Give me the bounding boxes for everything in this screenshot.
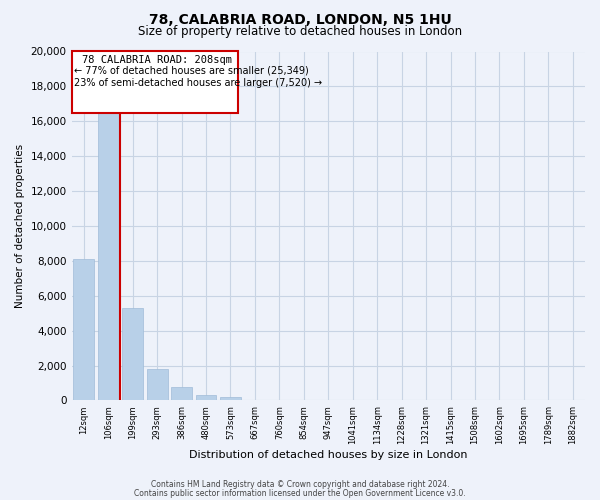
Bar <box>98 112 119 401</box>
Text: Size of property relative to detached houses in London: Size of property relative to detached ho… <box>138 25 462 38</box>
Text: 78 CALABRIA ROAD: 208sqm: 78 CALABRIA ROAD: 208sqm <box>82 55 232 65</box>
Bar <box>220 397 241 400</box>
Bar <box>122 308 143 400</box>
Text: 23% of semi-detached houses are larger (7,520) →: 23% of semi-detached houses are larger (… <box>74 78 322 88</box>
Text: Contains HM Land Registry data © Crown copyright and database right 2024.: Contains HM Land Registry data © Crown c… <box>151 480 449 489</box>
Bar <box>196 395 217 400</box>
Bar <box>171 388 192 400</box>
Bar <box>147 369 167 400</box>
Bar <box>73 259 94 400</box>
Text: Contains public sector information licensed under the Open Government Licence v3: Contains public sector information licen… <box>134 488 466 498</box>
Y-axis label: Number of detached properties: Number of detached properties <box>15 144 25 308</box>
Text: ← 77% of detached houses are smaller (25,349): ← 77% of detached houses are smaller (25… <box>74 66 309 76</box>
Text: 78, CALABRIA ROAD, LONDON, N5 1HU: 78, CALABRIA ROAD, LONDON, N5 1HU <box>149 12 451 26</box>
FancyBboxPatch shape <box>71 52 238 112</box>
X-axis label: Distribution of detached houses by size in London: Distribution of detached houses by size … <box>189 450 467 460</box>
